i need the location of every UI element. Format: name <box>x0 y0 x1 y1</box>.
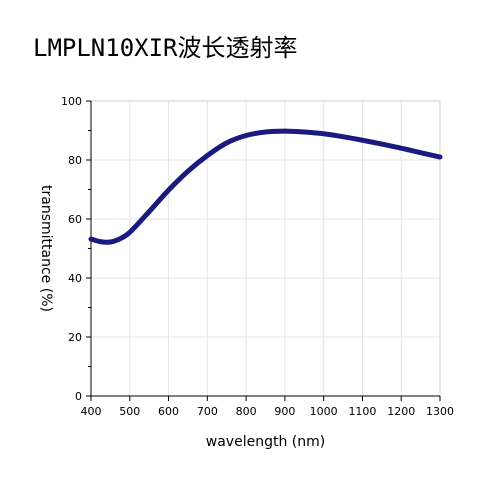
x-tick-label: 900 <box>274 405 295 418</box>
x-tick-label: 1000 <box>310 405 338 418</box>
x-tick-label: 800 <box>236 405 257 418</box>
y-tick-label: 0 <box>75 390 82 403</box>
x-tick-label: 1100 <box>348 405 376 418</box>
x-axis-title: wavelength (nm) <box>206 434 325 450</box>
y-tick-label: 60 <box>68 213 82 226</box>
page-title: LMPLN10XIR波长透射率 <box>33 34 298 62</box>
y-axis-title: transmittance (%) <box>38 185 54 312</box>
x-tick-label: 700 <box>197 405 218 418</box>
transmittance-series-line <box>88 128 443 245</box>
x-tick-label: 1300 <box>426 405 454 418</box>
x-tick-label: 400 <box>81 405 102 418</box>
y-tick-label: 20 <box>68 331 82 344</box>
y-tick-label: 80 <box>68 154 82 167</box>
y-tick-label: 100 <box>61 95 82 108</box>
ticks-layer: 400 500 600 700 800 900 1000 1100 1200 1300 0 20 40 6… <box>61 95 454 418</box>
y-tick-label: 40 <box>68 272 82 285</box>
x-tick-label: 1200 <box>387 405 415 418</box>
x-tick-label: 600 <box>158 405 179 418</box>
series-layer <box>88 128 443 245</box>
x-tick-label: 500 <box>119 405 140 418</box>
